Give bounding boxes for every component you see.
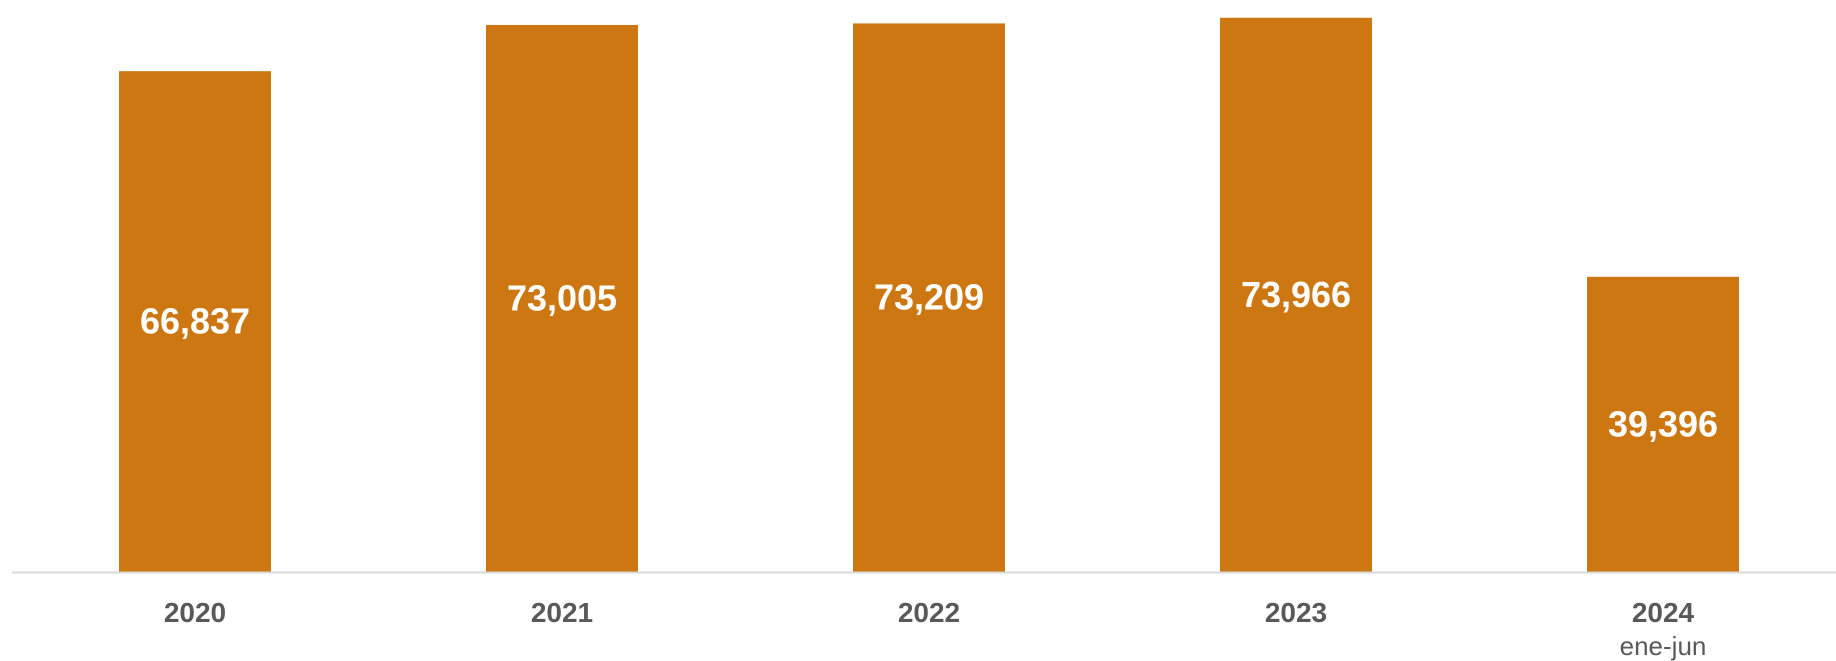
x-tick-sublabel: ene-jun — [1620, 631, 1707, 661]
bar-2024 — [1587, 276, 1739, 572]
bar-2023 — [1220, 17, 1372, 572]
bar-2020 — [119, 71, 271, 572]
x-tick-label: 2024 — [1632, 597, 1695, 628]
bar-value-label: 73,966 — [1241, 274, 1351, 315]
x-tick-label: 2022 — [898, 597, 960, 628]
bar-2021 — [486, 24, 638, 572]
bar-value-label: 73,005 — [507, 277, 617, 318]
bars-group: 66,837 73,005 73,209 73,966 39,396 — [119, 17, 1739, 573]
bar-value-label: 73,209 — [874, 277, 984, 318]
x-tick-label: 2021 — [531, 597, 593, 628]
x-tick-label: 2023 — [1265, 597, 1327, 628]
x-tick-label: 2020 — [164, 597, 226, 628]
bar-value-label: 39,396 — [1608, 403, 1718, 444]
bar-value-label: 66,837 — [140, 301, 250, 342]
bar-2022 — [853, 23, 1005, 573]
